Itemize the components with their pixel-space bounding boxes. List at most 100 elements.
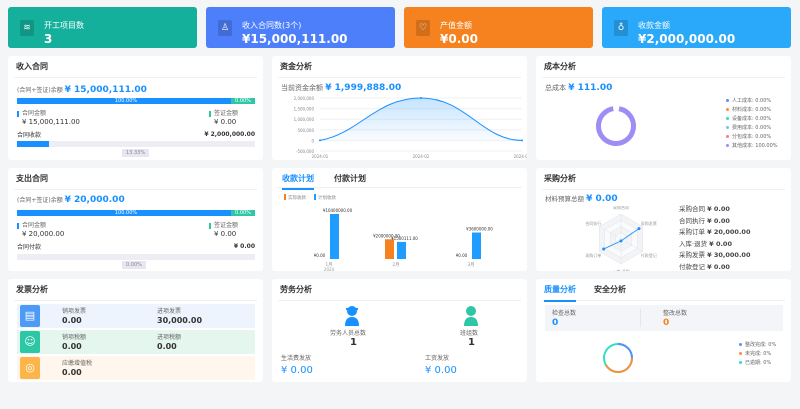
legend-item: 未完成: 0% <box>739 350 776 359</box>
bar[interactable] <box>397 241 406 259</box>
visa-value: ¥ 0.00 <box>214 230 237 238</box>
bar[interactable] <box>472 232 481 259</box>
cost-donut-chart <box>596 106 636 146</box>
kpi-value: ¥15,000,111.00 <box>242 32 348 46</box>
panel-title: 成本分析 <box>542 56 785 78</box>
legend-item: 材料成本: 0.00% <box>726 106 778 115</box>
visa-label: 签证金额 <box>214 110 239 117</box>
kpi-value: 3 <box>44 32 53 46</box>
rectify-value: 0 <box>663 318 670 328</box>
legend-swatch <box>314 194 316 200</box>
invoice-value: 0.00 <box>62 368 82 377</box>
quality-summary: 检查总数 0 整改总数 0 <box>545 305 783 331</box>
legend-item: 人工成本: 0.00% <box>726 97 778 106</box>
money-bag-icon: ♁ <box>614 20 628 36</box>
y-tick-label: 1,000,000 <box>294 117 315 122</box>
balance-value: ¥ 20,000.00 <box>64 195 125 205</box>
stamp-icon: ♙ <box>218 20 232 36</box>
layers-icon: ≋ <box>20 20 34 36</box>
tab-quality[interactable]: 质量分析 <box>544 284 576 302</box>
cost-panel: 成本分析 总成本 ¥ 111.00 人工成本: 0.00% 材料成本: 0.00%… <box>536 56 791 160</box>
panel-title: 劳务分析 <box>278 279 521 301</box>
x-tick-label: 2024-02 <box>413 154 430 159</box>
total-label: 总成本 <box>545 84 566 92</box>
tab-payment-plan[interactable]: 付款计划 <box>334 174 366 183</box>
quality-donut-chart <box>603 343 633 374</box>
data-point <box>521 139 523 142</box>
balance-value: ¥ 15,000,111.00 <box>64 85 147 95</box>
inspect-label: 检查总数 <box>552 310 577 317</box>
purchase-radar-chart: 采购合同采购发票付款登记入库·退货 采购订单 合同执行 <box>585 206 657 271</box>
invoice-label: 进项税额 <box>157 334 182 341</box>
teams-value: 1 <box>468 337 475 348</box>
visa-label: 签证金额 <box>214 222 239 229</box>
invoice-label: 销项发票 <box>62 308 87 315</box>
bar-label: ¥10400000.00 <box>323 208 353 213</box>
quality-legend: 整改完成: 0% 未完成: 0% 已逾期: 0% <box>739 341 776 368</box>
labor-panel: 劳务分析 劳务人员总数 1 班组数 1 生活费发放 ¥ 0.00 工资发放 ¥ … <box>272 279 527 382</box>
radar-axis-label: 合同执行 <box>585 220 601 226</box>
radar-axis-label: 采购合同 <box>613 206 629 210</box>
area-fill <box>320 98 522 141</box>
collect-progress <box>17 141 49 147</box>
radar-point <box>619 239 623 243</box>
hand-coin-icon: ☺ <box>20 331 40 353</box>
workers-label: 劳务人员总数 <box>330 330 367 337</box>
legend-item: 已逾期: 0% <box>739 359 776 368</box>
radar-axis-label: 付款登记 <box>641 252 657 258</box>
wage-value: ¥ 0.00 <box>425 365 457 376</box>
funds-area-chart: 2,000,000 1,500,000 1,000,000 500,000 0 -500,… <box>294 96 527 159</box>
balance-label: (合同+签证)余额 <box>17 87 63 94</box>
kpi-label: 产值金额 <box>440 21 472 30</box>
kpi-card[interactable]: ♁ 收款金额 ¥2,000,000.00 <box>602 7 791 48</box>
purchase-item: 采购发票 ¥ 30,000.00 <box>679 251 751 259</box>
radar-axis-label: 入库·退货 <box>612 268 629 271</box>
x-tick-label: 1月 <box>325 262 332 268</box>
purchase-item: 入库·退货 ¥ 0.00 <box>679 239 732 248</box>
plan-panel: 收款计划 付款计划 实际收款 计划收款 1月 2024 ¥0.00 ¥10400000.0… <box>272 168 527 271</box>
contract-value: ¥ 15,000,111.00 <box>22 118 80 126</box>
pay-label: 合同付款 <box>17 244 42 251</box>
x-tick-label: 2024-03 <box>514 154 527 159</box>
invoice-label: 进项发票 <box>157 308 182 315</box>
kpi-card[interactable]: ≋ 开工项目数 3 <box>8 7 197 48</box>
tax-stamp-icon: ◎ <box>20 357 40 379</box>
data-point <box>319 139 321 142</box>
workers-value: 1 <box>350 337 357 348</box>
tab-collection-plan[interactable]: 收款计划 <box>282 173 314 190</box>
budget-value: ¥ 0.00 <box>586 194 618 204</box>
tab-safety[interactable]: 安全分析 <box>594 285 626 294</box>
kpi-label: 收入合同数(3个) <box>242 21 302 30</box>
purchase-item: 付款登记 ¥ 0.00 <box>679 262 730 271</box>
cost-legend: 人工成本: 0.00% 材料成本: 0.00% 设备成本: 0.00% 费用成本: 0… <box>726 97 778 151</box>
purchase-panel: 采购分析 材料预算总额 ¥ 0.00 采购合同采购发票付款登记入库·退货 采购订单… <box>536 168 791 271</box>
funds-panel: 资金分析 当前资金余额 ¥ 1,999,888.00 2,000,000 1,50… <box>272 56 527 160</box>
x-tick-label: 2月 <box>392 262 399 268</box>
radar-point <box>637 227 641 231</box>
radar-axis-label: 采购发票 <box>641 220 657 226</box>
contract-progress: 100.00% <box>17 210 235 216</box>
invoice-row: ◎ 应缴增值税 0.00 <box>17 356 255 380</box>
invoice-label: 应缴增值税 <box>62 360 93 367</box>
bar[interactable] <box>330 214 339 259</box>
kpi-card[interactable]: ♙ 收入合同数(3个) ¥15,000,111.00 <box>206 7 395 48</box>
living-label: 生活费发放 <box>281 355 312 362</box>
legend-label: 实际收款 <box>288 194 306 201</box>
panel-title: 资金分析 <box>278 56 521 78</box>
wage-label: 工资发放 <box>425 355 450 362</box>
bar[interactable] <box>385 239 394 259</box>
purchase-item: 合同执行 ¥ 0.00 <box>679 216 730 225</box>
purchase-item: 采购订单 ¥ 20,000.00 <box>679 228 751 236</box>
kpi-value: ¥0.00 <box>440 32 478 46</box>
invoice-value: 0.00 <box>62 316 82 325</box>
rectify-label: 整改总数 <box>663 310 688 317</box>
panel-title: 支出合同 <box>14 168 257 190</box>
purchase-items: 采购合同 ¥ 0.00 合同执行 ¥ 0.00 采购订单 ¥ 20,000.00 入库… <box>679 204 750 273</box>
team-icon <box>464 306 478 326</box>
bar-label: ¥1500111.00 <box>391 236 418 241</box>
legend-item: 整改完成: 0% <box>739 341 776 350</box>
balance-value: ¥ 1,999,888.00 <box>325 83 402 93</box>
kpi-card[interactable]: ♡ 产值金额 ¥0.00 <box>404 7 593 48</box>
invoice-row: ☺ 销项税额 0.00 进项税额 0.00 <box>17 330 255 354</box>
income-contract-panel: 收入合同 (合同+签证)余额 ¥ 15,000,111.00 100.00% 0… <box>8 56 263 160</box>
